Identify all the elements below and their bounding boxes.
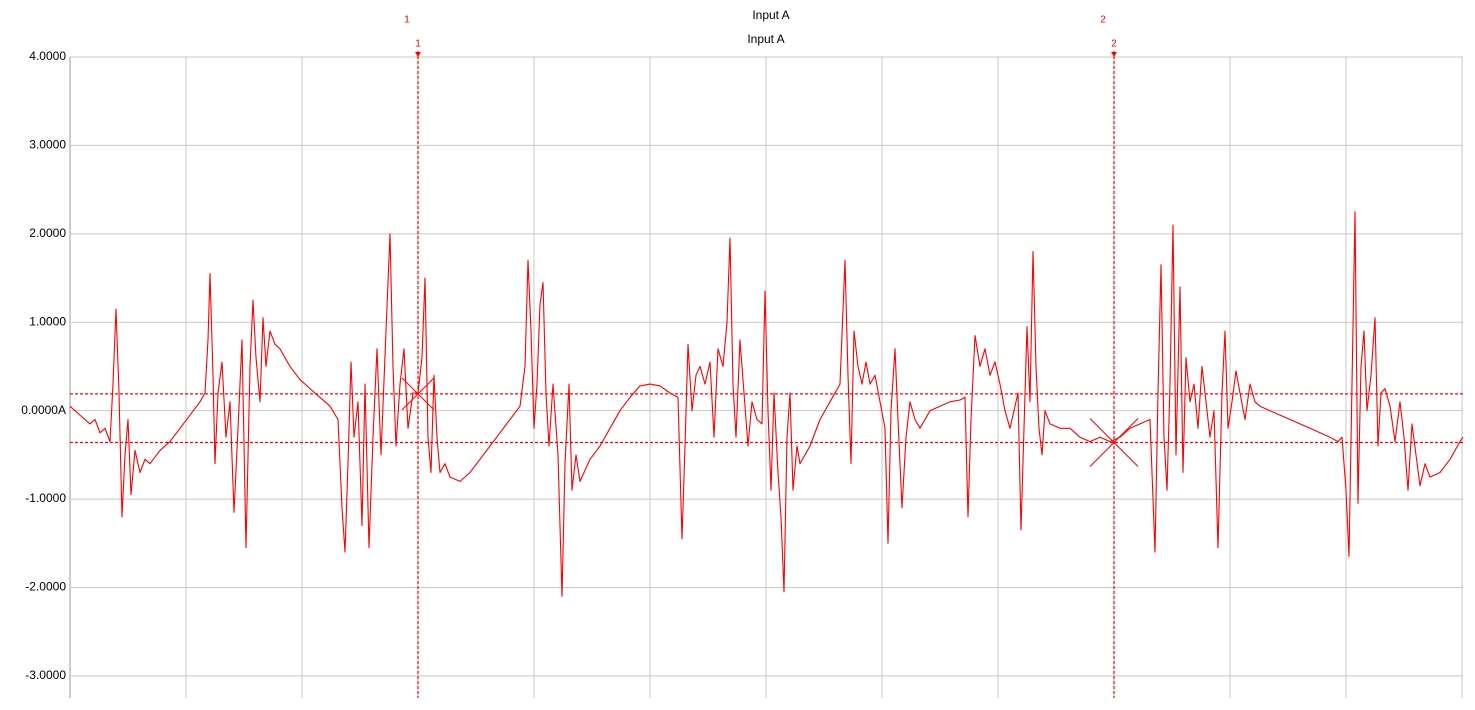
y-tick-label: -2.0000 [25, 580, 66, 594]
y-tick-label: -3.0000 [25, 668, 66, 682]
y-tick-label: 2.0000 [29, 226, 66, 240]
cursor-label: 1 [415, 39, 421, 50]
cursor-arrow [1111, 52, 1117, 57]
cursor-label: 2 [1111, 39, 1117, 50]
cursor-cross [401, 377, 435, 411]
y-tick-label: -1.0000 [25, 491, 66, 505]
cursor-arrow [415, 52, 421, 57]
chart-title: Input A [752, 8, 789, 22]
y-tick-label: 3.0000 [29, 138, 66, 152]
cursor-label: 1 [404, 15, 410, 26]
y-tick-label: 0.0000A [21, 403, 66, 417]
cursor-label: 2 [1100, 15, 1106, 26]
y-tick-label: 4.0000 [29, 49, 66, 63]
cursor-cross [1089, 418, 1139, 467]
signal-trace [69, 211, 1464, 597]
y-tick-label: 1.0000 [29, 314, 66, 328]
chart-subtitle: Input A [747, 32, 784, 46]
